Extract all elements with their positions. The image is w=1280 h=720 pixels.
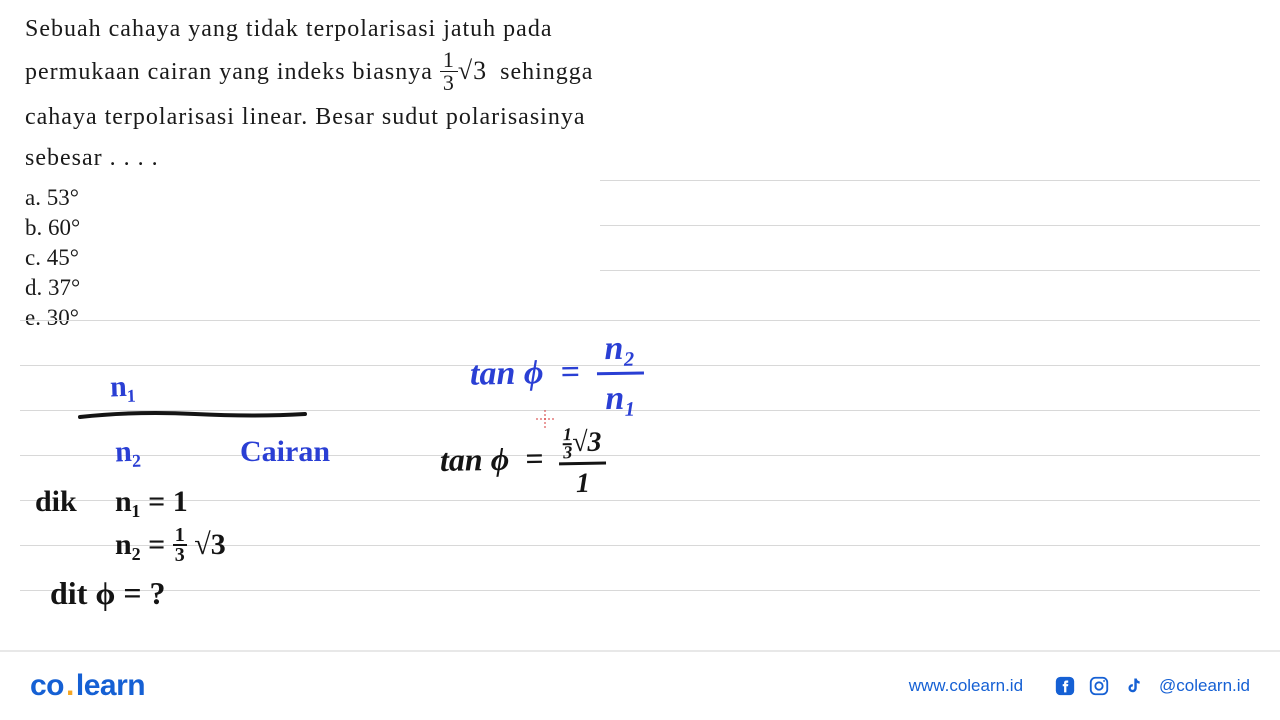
logo-co: co bbox=[30, 669, 64, 702]
hand-n2: n₂ bbox=[114, 435, 141, 470]
logo-learn: learn bbox=[76, 669, 145, 702]
hand-dik: dik bbox=[35, 485, 77, 519]
fraction: 1 3 bbox=[440, 49, 458, 94]
boundary-line bbox=[75, 405, 315, 425]
hand-sqrt3b: √3 bbox=[572, 427, 602, 459]
hand-n2eq-left: n₂ = bbox=[115, 528, 165, 561]
frac-num: 1 bbox=[440, 49, 458, 72]
q-line-2b: sehingga bbox=[500, 59, 593, 85]
tan-phi-label2: tan ϕ bbox=[440, 441, 510, 478]
frac-n2: n₂ bbox=[596, 328, 644, 375]
frac-n1: n₁ bbox=[597, 374, 645, 420]
question-block: Sebuah cahaya yang tidak terpolarisasi j… bbox=[0, 0, 1280, 177]
hand-sqrt3a: √3 bbox=[194, 528, 225, 561]
hand-cairan: Cairan bbox=[240, 435, 330, 469]
facebook-icon bbox=[1053, 674, 1077, 698]
social-handle: @colearn.id bbox=[1159, 676, 1250, 696]
denom-one: 1 bbox=[559, 465, 606, 499]
side-rules bbox=[600, 180, 1260, 315]
root: √3 bbox=[458, 56, 487, 85]
social-icons: @colearn.id bbox=[1053, 674, 1250, 698]
tiktok-icon bbox=[1121, 674, 1145, 698]
footer-url: www.colearn.id bbox=[909, 676, 1023, 696]
eq2: = bbox=[525, 440, 544, 476]
q-line-2: permukaan cairan yang indeks biasnya 1 3… bbox=[25, 50, 1255, 96]
brand-logo: co.learn bbox=[30, 669, 145, 703]
q-line-2a: permukaan cairan yang indeks biasnya bbox=[25, 59, 433, 85]
hand-dit: dit ϕ = ? bbox=[50, 575, 166, 612]
hand-tanphi-black: tan ϕ = 1 3 √3 1 bbox=[439, 424, 606, 501]
footer: co.learn www.colearn.id @colearn.id bbox=[0, 650, 1280, 720]
q-line-4: sebesar . . . . bbox=[25, 139, 1255, 177]
logo-dot: . bbox=[66, 669, 74, 702]
instagram-icon bbox=[1087, 674, 1111, 698]
hand-n2eq: n₂ = 1 3 √3 bbox=[115, 528, 226, 566]
q-line-3: cahaya terpolarisasi linear. Besar sudut… bbox=[25, 98, 1255, 136]
q-line-1: Sebuah cahaya yang tidak terpolarisasi j… bbox=[25, 10, 1255, 48]
hand-n1: n₁ bbox=[109, 370, 136, 405]
tan-phi-label: tan ϕ bbox=[470, 354, 544, 392]
eq1: = bbox=[560, 354, 580, 391]
hand-n1eq: n₁ = 1 bbox=[115, 485, 188, 519]
frac-den: 3 bbox=[440, 72, 458, 94]
